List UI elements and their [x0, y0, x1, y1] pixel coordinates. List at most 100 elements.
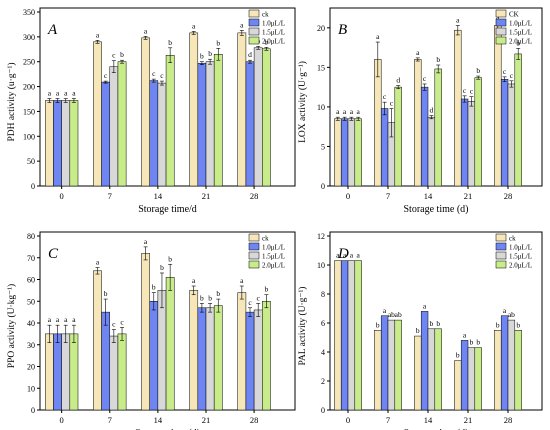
bar — [387, 319, 396, 411]
bar — [500, 78, 509, 187]
y-tick-label: 20 — [27, 363, 35, 372]
y-axis-label: PDH activity (u·g⁻¹) — [6, 62, 17, 141]
x-tick-label: 14 — [424, 415, 433, 425]
significance-letter: b — [456, 351, 460, 360]
significance-letter: c — [112, 320, 116, 329]
bar — [165, 55, 175, 187]
legend-swatch — [248, 18, 260, 27]
significance-letter: a — [96, 258, 100, 267]
significance-letter: b — [476, 338, 480, 347]
bar — [467, 101, 476, 187]
significance-letter: a — [463, 330, 467, 339]
significance-letter: b — [160, 263, 164, 272]
y-tick-label: 15 — [317, 63, 325, 72]
bar — [354, 118, 362, 187]
significance-letter: a — [343, 107, 347, 116]
significance-letter: c — [510, 71, 514, 80]
bar — [149, 301, 159, 411]
bar — [253, 47, 263, 187]
legend-label: CK — [509, 11, 519, 19]
bar — [454, 29, 462, 187]
bar — [262, 48, 271, 187]
legend-swatch — [248, 27, 260, 36]
x-tick-label: 28 — [250, 191, 259, 201]
significance-letter: c — [383, 92, 387, 101]
bar — [189, 290, 199, 411]
x-axis-label: Storage time (d) — [135, 428, 200, 430]
y-tick-label: 0 — [321, 406, 325, 415]
panel-label: D — [337, 246, 349, 262]
significance-letter: ab — [395, 310, 402, 319]
bar — [262, 301, 271, 411]
bar — [53, 100, 62, 187]
bar — [500, 315, 509, 411]
legend-swatch — [495, 18, 507, 27]
x-tick-label: 28 — [250, 415, 259, 425]
significance-letter: b — [264, 37, 268, 46]
legend-swatch — [495, 233, 507, 242]
bar — [427, 328, 436, 411]
significance-letter: c — [120, 317, 124, 326]
x-tick-label: 7 — [386, 415, 390, 425]
panel-c: C 0 10 20 30 40 50 60 70 80 PPO activity (U·kg⁻¹) 0… — [6, 231, 296, 430]
legend-label: 2.0μL/L — [509, 262, 532, 270]
y-tick-label: 200 — [23, 83, 35, 92]
bar — [420, 311, 429, 411]
significance-letter: b — [516, 320, 520, 329]
significance-letter: a — [357, 251, 361, 260]
legend-label: 1.0μL/L — [262, 20, 285, 28]
bar — [93, 41, 102, 187]
bar — [245, 311, 255, 411]
y-tick-label: 0 — [31, 182, 35, 191]
x-tick-label: 7 — [108, 415, 112, 425]
bar — [165, 277, 175, 411]
bar — [434, 328, 442, 411]
bar — [101, 81, 111, 187]
bar — [237, 32, 247, 187]
significance-letter: ab — [388, 310, 395, 319]
bar — [197, 62, 207, 187]
bar — [157, 290, 167, 411]
bar — [101, 311, 111, 411]
significance-letter: b — [208, 49, 212, 58]
x-tick-label: 7 — [108, 191, 112, 201]
bar — [414, 59, 422, 187]
significance-letter: a — [503, 306, 507, 315]
bar — [474, 77, 482, 187]
bar — [434, 68, 442, 187]
y-axis-label: PAL activity (U·g⁻¹) — [297, 287, 308, 366]
significance-letter: a — [192, 276, 196, 285]
significance-letter: b — [376, 320, 380, 329]
bar — [245, 61, 255, 187]
x-tick-label: 21 — [202, 415, 211, 425]
significance-letter: b — [152, 283, 156, 292]
bar — [347, 118, 356, 187]
legend-swatch — [248, 9, 260, 18]
y-tick-label: 40 — [27, 319, 35, 328]
significance-letter: c — [503, 67, 507, 76]
x-tick-label: 14 — [424, 191, 433, 201]
bar — [507, 83, 516, 187]
y-axis-label: LOX activity (U·g⁻¹) — [297, 61, 308, 143]
y-tick-label: 0 — [321, 182, 325, 191]
significance-letter: a — [357, 107, 361, 116]
x-axis-label: Storage time/d — [138, 204, 197, 215]
y-tick-label: 100 — [23, 132, 35, 141]
significance-letter: a — [144, 26, 148, 35]
legend-label: ck — [509, 235, 516, 243]
legend-label: 1.5μL/L — [509, 29, 532, 37]
significance-letter: d — [248, 50, 252, 59]
significance-letter: a — [376, 32, 380, 41]
significance-letter: ab — [508, 310, 515, 319]
bar — [414, 335, 422, 411]
significance-letter: a — [343, 251, 347, 260]
x-tick-label: 0 — [346, 191, 350, 201]
bar — [394, 319, 402, 411]
x-tick-label: 21 — [202, 191, 211, 201]
bar — [474, 347, 482, 411]
bar — [237, 292, 247, 411]
significance-letter: c — [104, 71, 108, 80]
y-tick-label: 8 — [321, 290, 325, 299]
significance-letter: b — [216, 38, 220, 47]
significance-letter: a — [48, 315, 52, 324]
